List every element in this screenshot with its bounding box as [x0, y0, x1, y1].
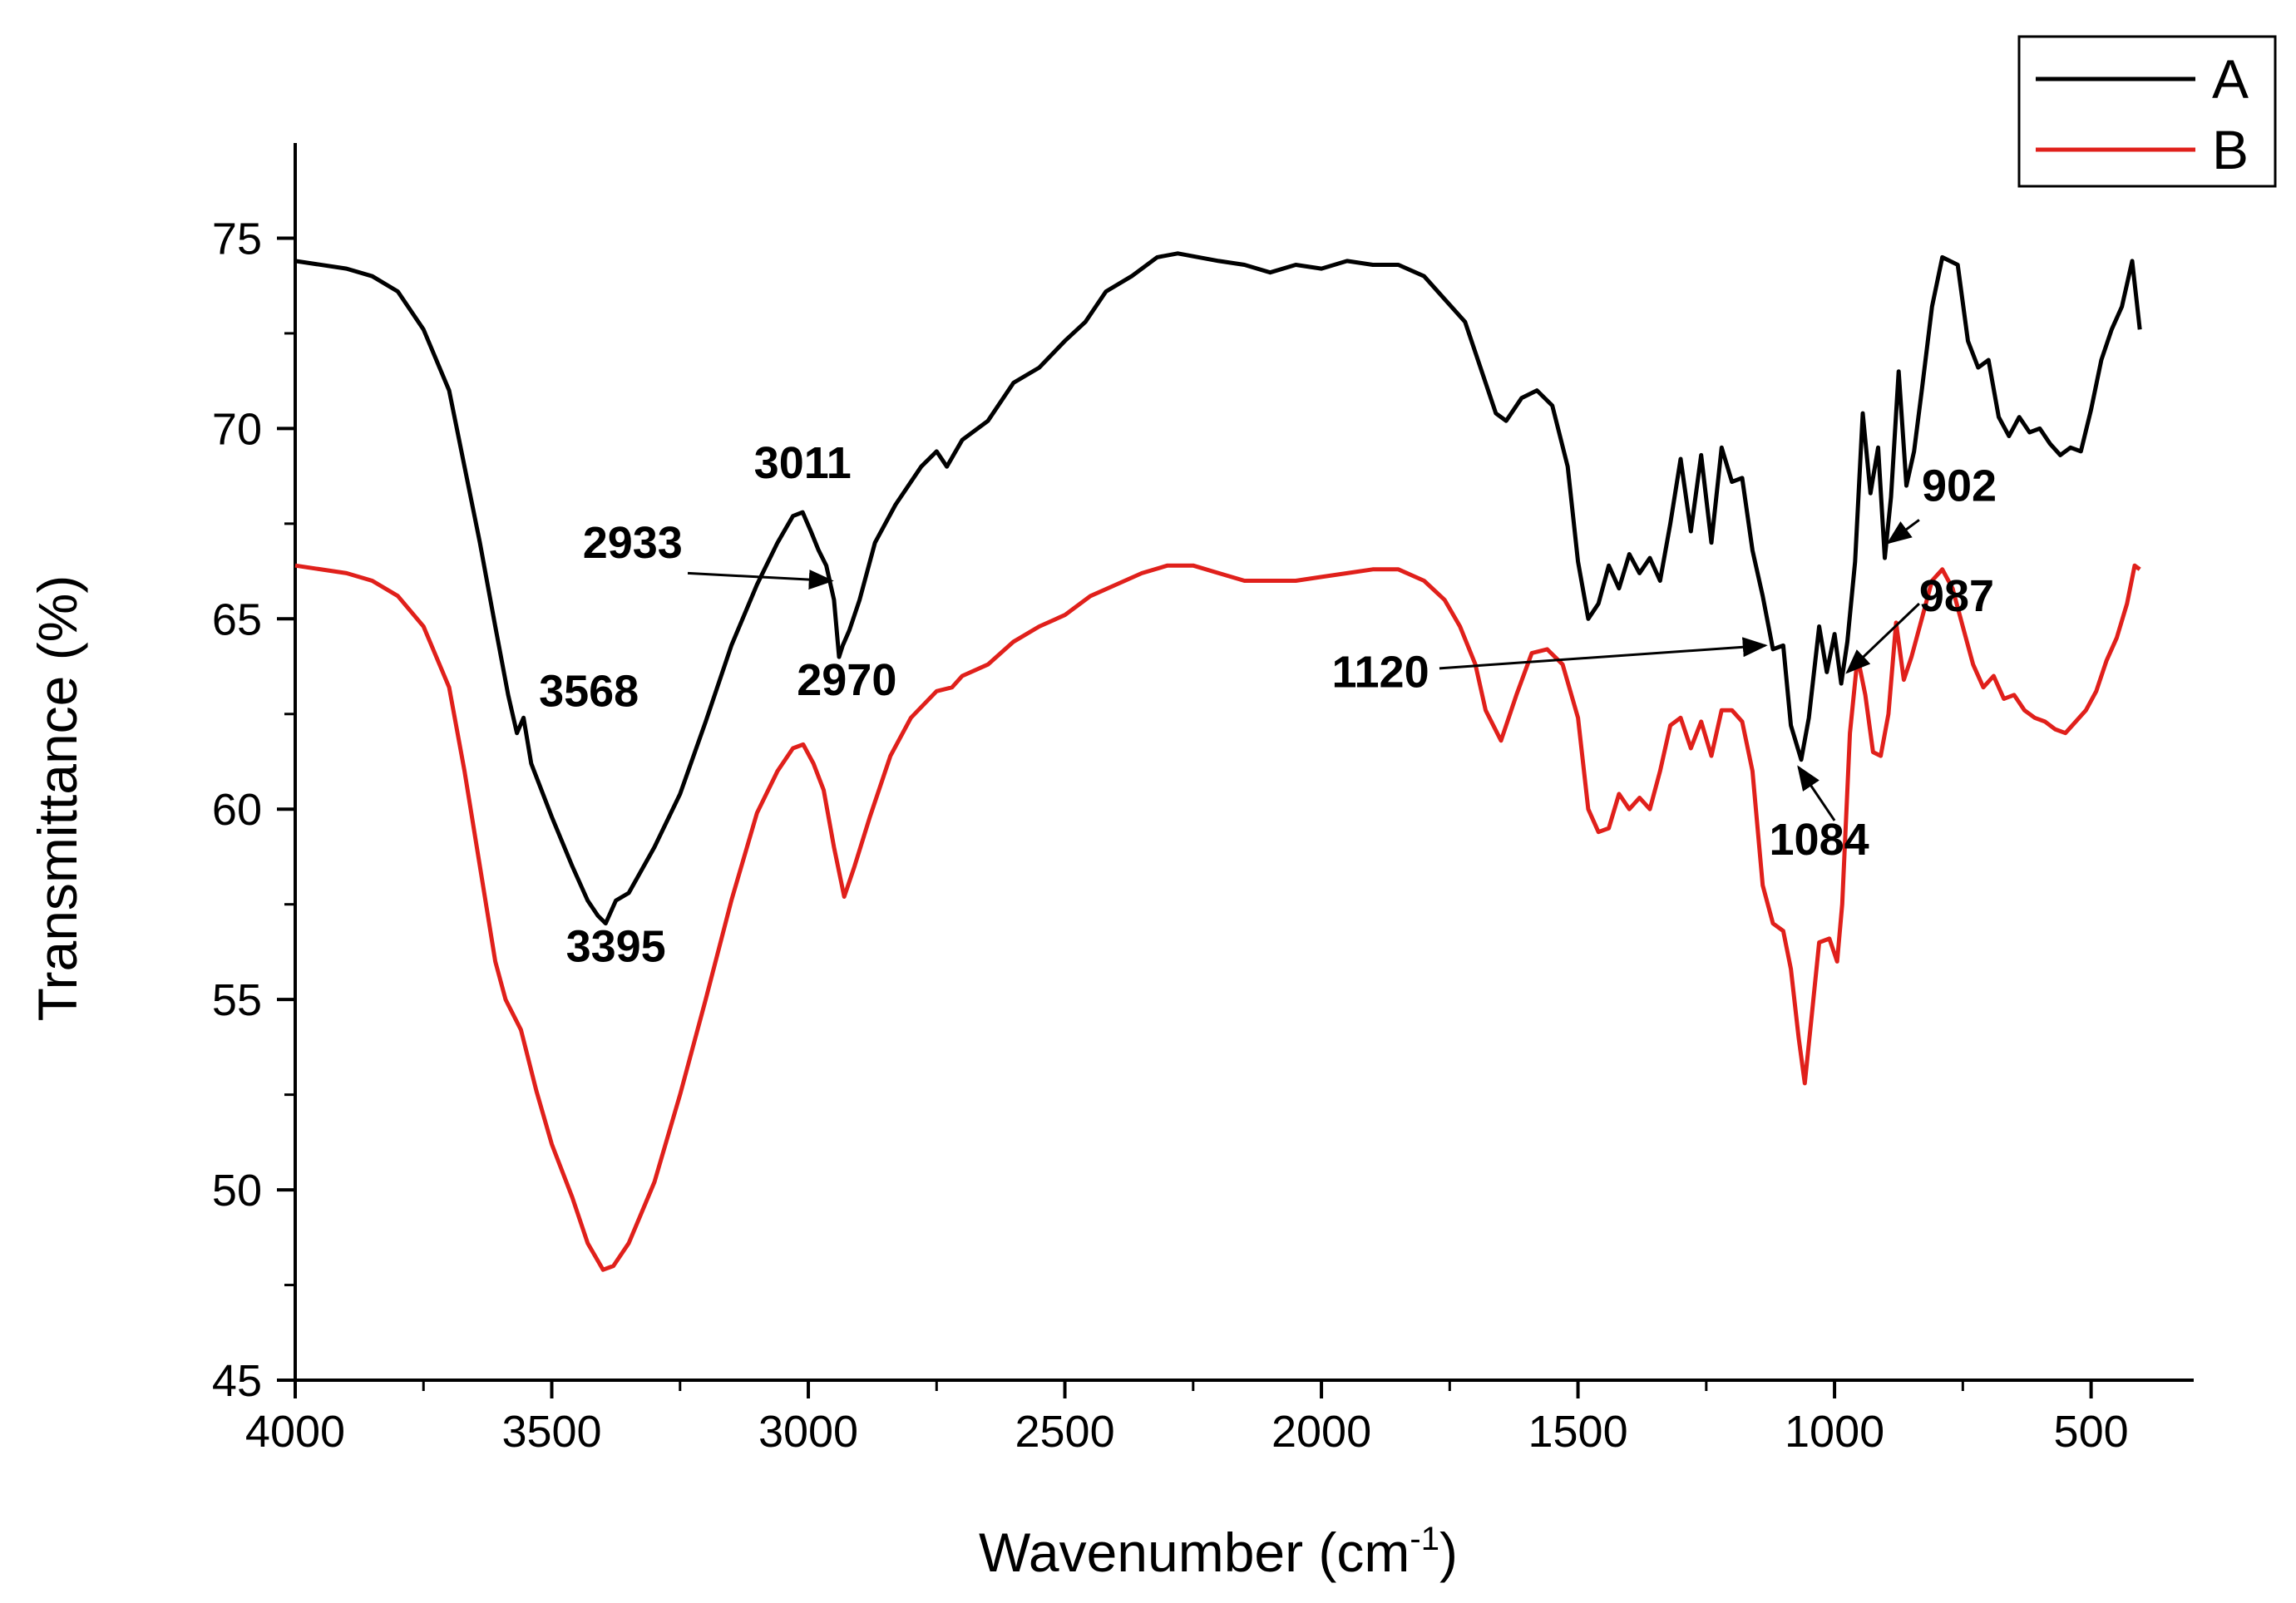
x-tick-label: 1000	[1785, 1407, 1884, 1457]
peak-label: 1084	[1770, 815, 1869, 865]
peak-label: 987	[1919, 571, 1994, 621]
y-tick-label: 65	[212, 594, 262, 644]
x-axis-title-main: Wavenumber (cm	[979, 1522, 1410, 1583]
series-line-b	[294, 563, 2141, 1272]
peak-label: 3395	[566, 921, 666, 971]
y-tick-label: 50	[212, 1166, 262, 1216]
annotation-arrow	[1845, 602, 1920, 674]
peak-label: 1120	[1331, 648, 1429, 698]
y-tick-label: 45	[212, 1356, 262, 1406]
annotation-layer: 3011 2933 2970 3568 3395 1120 987 1084 902	[539, 438, 1997, 971]
annotation-arrow	[1886, 519, 1920, 545]
series-line-a	[294, 251, 2142, 926]
x-axis-title: Wavenumber (cm-1)	[979, 1521, 1458, 1583]
x-tick-label: 3500	[501, 1407, 601, 1457]
axes: 4000 3500 3000 2500 2000 1500 1000 500 45 50 55 60 6…	[212, 143, 2194, 1457]
legend: A B	[2017, 35, 2277, 188]
peak-label: 902	[1922, 461, 1997, 510]
y-tick-label: 55	[212, 975, 262, 1025]
annotation-arrow	[1439, 637, 1768, 670]
series-layer	[294, 251, 2142, 1272]
x-tick-label: 4000	[245, 1407, 345, 1457]
x-tick-label: 2500	[1015, 1407, 1114, 1457]
y-tick-label: 60	[212, 785, 262, 835]
x-tick-label: 500	[2054, 1407, 2129, 1457]
y-tick-label: 70	[212, 404, 262, 454]
y-axis-title: Transmittance (%)	[27, 575, 88, 1022]
peak-label: 2933	[583, 518, 683, 568]
legend-label-b: B	[2212, 119, 2249, 180]
annotation-arrow	[687, 570, 834, 590]
x-axis-title-close: )	[1439, 1522, 1458, 1583]
peak-label: 3011	[754, 438, 852, 488]
legend-box	[2017, 35, 2277, 188]
x-tick-label: 2000	[1271, 1407, 1371, 1457]
peak-label: 2970	[797, 655, 896, 705]
y-tick-label: 75	[212, 214, 262, 264]
legend-label-a: A	[2212, 48, 2249, 110]
x-tick-label: 3000	[758, 1407, 858, 1457]
x-axis-title-superscript: -1	[1410, 1521, 1439, 1557]
peak-label: 3568	[539, 667, 639, 717]
x-tick-label: 1500	[1528, 1407, 1627, 1457]
annotation-arrow	[1797, 765, 1836, 821]
